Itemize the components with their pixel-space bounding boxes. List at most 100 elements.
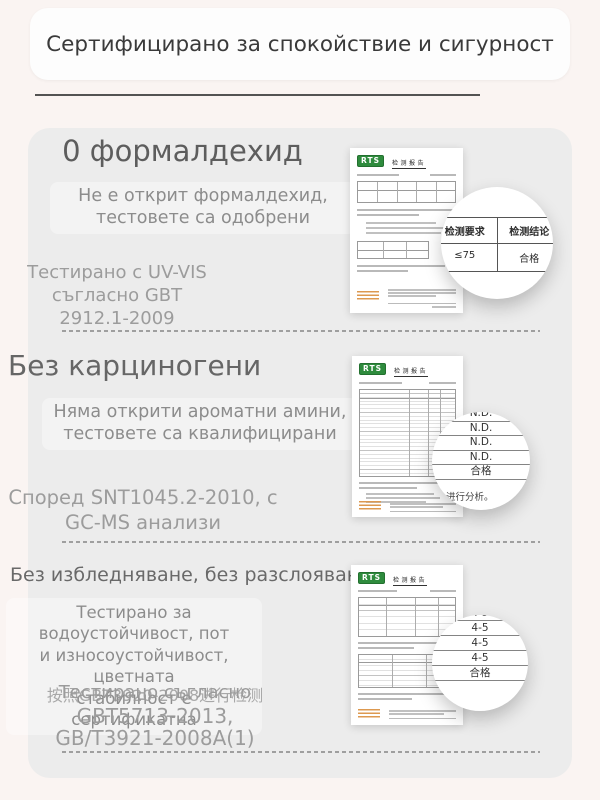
table-column-line	[409, 390, 411, 476]
text-line-placeholder	[358, 693, 453, 695]
section3-standard-line2: GB/T3921-2008A(1)	[55, 726, 255, 750]
footer-line	[388, 303, 456, 304]
report-meta-placeholder	[357, 174, 456, 176]
text-line-placeholder	[357, 265, 446, 267]
text-line-placeholder	[359, 382, 402, 384]
magnified-result: 4-5	[432, 636, 528, 651]
magnified-result: N.D.	[432, 422, 530, 436]
table-column-line	[416, 182, 418, 202]
text-line-placeholder	[388, 289, 456, 291]
section1-heading: 0 формалдехид	[62, 134, 303, 168]
magnified-footnote: 进行分析。	[446, 492, 494, 503]
text-line-placeholder	[358, 647, 414, 649]
overlay-note-bulgarian: Тестирано съгласно	[58, 682, 252, 703]
text-line-placeholder	[366, 227, 446, 229]
table-row-line	[359, 605, 455, 606]
table-row-line	[360, 398, 455, 399]
table-row-line	[358, 250, 428, 251]
magnified-table-header-row: 检测要求 检测结论	[441, 218, 553, 244]
section2-test-note: Според SNT1045.2-2010, с GC-MS анализи	[8, 486, 278, 535]
section2-heading: Без карциногени	[8, 349, 262, 382]
report-table-placeholder	[357, 181, 456, 203]
text-line-placeholder	[390, 503, 456, 505]
text-line-placeholder	[366, 222, 436, 224]
text-line-placeholder	[388, 292, 456, 294]
magnified-result: N.D.	[432, 451, 530, 465]
text-line-placeholder	[389, 710, 456, 712]
table-column-line	[426, 655, 428, 687]
magnifier-circle-3: 4-5 4-5 4-5 4-5 合格	[432, 615, 528, 711]
section-separator	[62, 751, 540, 753]
report-title: 检测报告	[394, 368, 429, 377]
footer-paragraph-placeholder	[390, 503, 456, 509]
report-title: 检测报告	[392, 160, 427, 169]
text-line-placeholder	[357, 174, 399, 176]
magnified-result: 4-5	[432, 651, 528, 666]
text-line-placeholder	[366, 232, 441, 234]
report-title: 检测报告	[393, 577, 428, 586]
rts-logo: RTS	[357, 155, 384, 167]
text-line-placeholder	[359, 487, 417, 489]
magnified-result: 4-5	[432, 621, 528, 636]
company-stamp-placeholder	[358, 709, 380, 719]
magnified-table-value-row: ≤75 合格	[441, 244, 553, 272]
table-column-line	[391, 655, 393, 687]
text-line-placeholder	[429, 590, 456, 592]
footer-line	[389, 718, 456, 719]
table-row-line	[358, 190, 455, 191]
magnified-table: 检测要求 检测结论 ≤75 合格	[441, 217, 553, 272]
magnified-result: 合格	[432, 666, 528, 681]
text-line-placeholder	[357, 214, 420, 216]
certificate-document-3: RTS 检测报告	[351, 565, 463, 725]
magnifier-circle-1: 检测要求 检测结论 ≤75 合格	[441, 187, 553, 299]
magnified-value-limit: ≤75	[441, 244, 498, 271]
text-line-placeholder	[358, 590, 398, 592]
text-line-placeholder	[358, 642, 455, 644]
magnified-result: N.D.	[432, 436, 530, 451]
section2-description: Няма открити ароматни амини, тестовете с…	[42, 398, 358, 450]
magnified-result-rows: N.D. N.D. N.D. N.D. 合格	[432, 412, 530, 480]
table-column-line	[405, 242, 407, 258]
footer-paragraph-placeholder	[389, 710, 456, 716]
report-table-placeholder	[358, 597, 456, 637]
footer-line	[390, 511, 456, 512]
table-column-line	[435, 182, 437, 202]
section3-standard-line1: GBT5713-2013,	[76, 704, 234, 728]
text-line-placeholder	[389, 713, 444, 715]
table-column-line	[383, 242, 385, 258]
section-separator	[62, 330, 540, 332]
magnified-result-rows: 4-5 4-5 4-5 4-5 合格	[432, 615, 528, 681]
overlay-note-chinese: 按照GBT3920-2008进行检测	[46, 686, 264, 705]
table-column-line	[414, 598, 416, 636]
table-row-line	[359, 662, 455, 663]
table-column-line	[385, 598, 387, 636]
certification-banner: Сертифицирано за спокойствие и сигурност	[30, 8, 570, 80]
text-line-placeholder	[357, 209, 454, 211]
banner-title: Сертифицирано за спокойствие и сигурност	[46, 31, 554, 57]
rts-logo: RTS	[358, 572, 385, 584]
magnified-result: N.D.	[432, 412, 530, 422]
report-meta-placeholder	[358, 590, 456, 592]
table-column-line	[396, 182, 398, 202]
text-line-placeholder	[358, 698, 412, 700]
footer-paragraph-placeholder	[388, 289, 456, 298]
rts-logo: RTS	[359, 363, 386, 375]
section3-description: Тестирано за водоустойчивост, пот и изно…	[6, 598, 262, 735]
text-line-placeholder	[366, 493, 434, 495]
table-column-line	[428, 390, 430, 476]
section1-description: Не е открит формалдехид, тестовете са од…	[50, 182, 356, 234]
text-line-placeholder	[359, 482, 457, 484]
section1-test-note: Тестирано с UV-VIS съгласно GBT 2912.1-2…	[27, 262, 207, 329]
section-separator	[62, 541, 540, 543]
table-column-line	[437, 598, 439, 636]
text-line-placeholder	[366, 501, 426, 503]
section3-overlay-note: 按照GBT3920-2008进行检测 Тестирано съгласно	[5, 682, 305, 705]
report-meta-placeholder	[359, 382, 456, 384]
magnified-header-conclusion: 检测结论	[509, 227, 550, 238]
text-line-placeholder	[388, 295, 436, 297]
magnified-result: 合格	[432, 465, 530, 480]
company-stamp-placeholder	[359, 501, 381, 511]
text-line-placeholder	[366, 497, 440, 499]
magnified-result: 4-5	[432, 615, 528, 621]
text-line-placeholder	[430, 174, 456, 176]
